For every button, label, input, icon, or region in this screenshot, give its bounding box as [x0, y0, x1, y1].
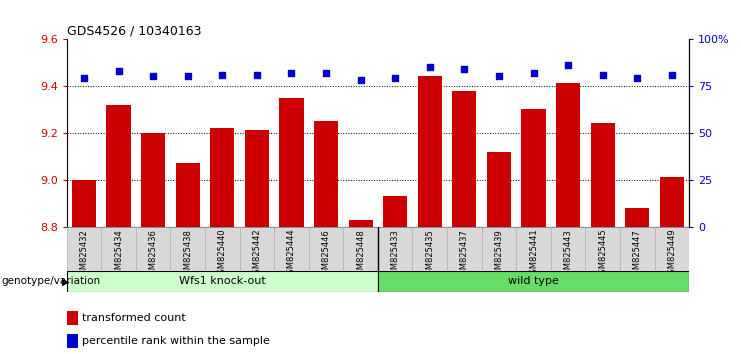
Bar: [383, 196, 408, 227]
Bar: [309, 227, 343, 271]
Text: wild type: wild type: [508, 276, 559, 286]
Text: GSM825434: GSM825434: [114, 229, 123, 280]
Bar: [67, 271, 378, 292]
Text: GDS4526 / 10340163: GDS4526 / 10340163: [67, 25, 202, 38]
Text: GSM825442: GSM825442: [253, 229, 262, 279]
Point: [631, 75, 643, 81]
Text: GSM825439: GSM825439: [494, 229, 503, 280]
Point: [182, 74, 193, 79]
Text: GSM825437: GSM825437: [460, 229, 469, 280]
Bar: [522, 109, 545, 227]
Bar: [314, 121, 338, 227]
Point: [424, 64, 436, 70]
Point: [666, 72, 678, 78]
Text: GSM825438: GSM825438: [183, 229, 192, 280]
Bar: [274, 227, 309, 271]
Point: [320, 70, 332, 75]
Bar: [452, 91, 476, 227]
Point: [216, 72, 228, 78]
Point: [113, 68, 124, 74]
Bar: [205, 227, 239, 271]
Text: genotype/variation: genotype/variation: [1, 276, 101, 286]
Bar: [210, 128, 234, 227]
Point: [459, 66, 471, 72]
Text: GSM825447: GSM825447: [633, 229, 642, 280]
Text: GSM825441: GSM825441: [529, 229, 538, 279]
Point: [597, 72, 608, 78]
Text: GSM825444: GSM825444: [287, 229, 296, 279]
Bar: [239, 227, 274, 271]
Text: transformed count: transformed count: [82, 313, 186, 323]
Bar: [487, 152, 511, 227]
Bar: [176, 163, 200, 227]
Bar: [67, 312, 78, 325]
Bar: [170, 227, 205, 271]
Bar: [591, 123, 615, 227]
Text: GSM825448: GSM825448: [356, 229, 365, 280]
Bar: [585, 227, 620, 271]
Text: Wfs1 knock-out: Wfs1 knock-out: [179, 276, 266, 286]
Bar: [654, 227, 689, 271]
Text: GSM825436: GSM825436: [149, 229, 158, 280]
Point: [147, 74, 159, 79]
Bar: [447, 227, 482, 271]
Bar: [245, 130, 269, 227]
Point: [78, 75, 90, 81]
Bar: [620, 227, 654, 271]
Text: GSM825435: GSM825435: [425, 229, 434, 280]
Bar: [659, 177, 684, 227]
Point: [389, 75, 401, 81]
Text: GSM825443: GSM825443: [564, 229, 573, 280]
Point: [528, 70, 539, 75]
Bar: [141, 133, 165, 227]
Text: GSM825440: GSM825440: [218, 229, 227, 279]
Bar: [482, 227, 516, 271]
Bar: [378, 227, 413, 271]
Point: [251, 72, 263, 78]
Bar: [413, 227, 447, 271]
Bar: [348, 219, 373, 227]
Bar: [516, 227, 551, 271]
Bar: [107, 104, 130, 227]
Bar: [418, 76, 442, 227]
Text: GSM825433: GSM825433: [391, 229, 399, 280]
Bar: [67, 334, 78, 348]
Bar: [102, 227, 136, 271]
Point: [285, 70, 297, 75]
Bar: [378, 271, 689, 292]
Bar: [556, 84, 580, 227]
Bar: [551, 227, 585, 271]
Bar: [625, 208, 649, 227]
Text: GSM825449: GSM825449: [668, 229, 677, 279]
Bar: [72, 179, 96, 227]
Bar: [136, 227, 170, 271]
Bar: [67, 227, 102, 271]
Point: [493, 74, 505, 79]
Point: [562, 62, 574, 68]
Text: percentile rank within the sample: percentile rank within the sample: [82, 336, 270, 346]
Bar: [279, 98, 304, 227]
Text: GSM825445: GSM825445: [598, 229, 607, 279]
Text: ▶: ▶: [62, 276, 69, 286]
Text: GSM825446: GSM825446: [322, 229, 330, 280]
Text: GSM825432: GSM825432: [79, 229, 88, 280]
Point: [355, 78, 367, 83]
Bar: [343, 227, 378, 271]
